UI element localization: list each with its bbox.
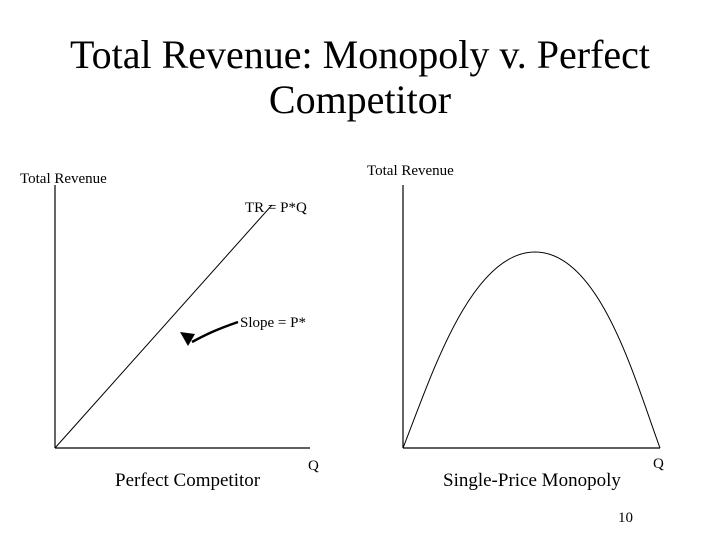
caption: Perfect Competitor: [115, 470, 261, 491]
caption: Single-Price Monopoly: [443, 470, 621, 491]
line-label: TR = P*Q: [245, 200, 307, 216]
x-axis-label: Q: [653, 456, 664, 472]
y-axis-label: Total Revenue: [20, 171, 107, 187]
tr-curve: [402, 251, 661, 449]
slope-label: Slope = P*: [240, 315, 306, 331]
page-number: 10: [618, 510, 633, 526]
title-line: Total Revenue: Monopoly v. Perfect: [70, 32, 650, 77]
y-axis-label: Total Revenue: [367, 163, 454, 179]
tr-line: [54, 204, 273, 449]
arrow: [191, 320, 239, 344]
x-axis-label: Q: [308, 458, 319, 474]
title-line: Competitor: [269, 77, 451, 122]
arrow-head: [180, 332, 195, 346]
